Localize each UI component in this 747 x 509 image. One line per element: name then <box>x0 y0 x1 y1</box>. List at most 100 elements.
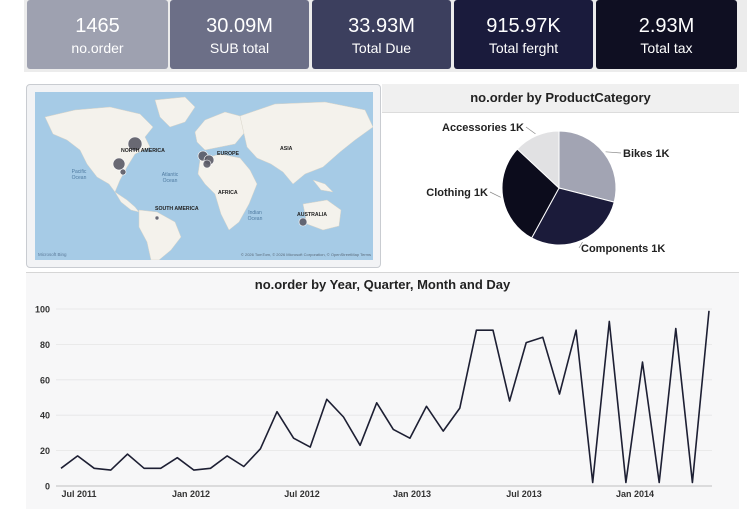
pie-slice-clothing[interactable] <box>501 148 560 239</box>
line-point[interactable] <box>424 404 429 409</box>
kpi-card-orders[interactable]: 1465 no.order <box>27 0 168 69</box>
map-label-atlantic-ocean: Atlantic Ocean <box>162 172 179 184</box>
line-chart-visual[interactable]: no.order by Year, Quarter, Month and Day… <box>26 272 739 509</box>
kpi-label: no.order <box>71 40 124 56</box>
x-tick-label: Jan 2014 <box>616 489 654 499</box>
kpi-card-sub-total[interactable]: 30.09M SUB total <box>170 0 309 69</box>
line-point[interactable] <box>208 466 213 471</box>
line-point[interactable] <box>524 340 529 345</box>
map-attribution[interactable]: © 2026 TomTom, © 2026 Microsoft Corporat… <box>241 252 371 257</box>
map-bubble[interactable] <box>202 159 212 169</box>
line-point[interactable] <box>59 466 64 471</box>
line-point[interactable] <box>391 427 396 432</box>
y-tick-label: 100 <box>35 305 50 315</box>
line-point[interactable] <box>142 466 147 471</box>
y-tick-label: 40 <box>40 411 50 421</box>
pie-slice-bikes[interactable] <box>558 130 617 203</box>
line-point[interactable] <box>590 480 595 485</box>
pie-label-bikes: Bikes 1K <box>623 148 670 160</box>
line-point[interactable] <box>92 466 97 471</box>
line-point[interactable] <box>374 400 379 405</box>
line-series[interactable] <box>60 310 710 484</box>
kpi-value: 1465 <box>75 15 120 37</box>
line-point[interactable] <box>308 445 313 450</box>
map-visual[interactable]: NORTH AMERICA EUROPE ASIA AFRICA SOUTH AMERI… <box>26 84 381 268</box>
land-islands <box>312 179 334 193</box>
line-point[interactable] <box>690 480 695 485</box>
pie-chart-title: no.order by ProductCategory <box>382 84 739 113</box>
kpi-value: 30.09M <box>206 15 273 37</box>
line-point[interactable] <box>640 360 645 365</box>
line-point[interactable] <box>457 406 462 411</box>
map-bubble[interactable] <box>112 157 126 171</box>
line-point[interactable] <box>258 446 263 451</box>
map-label-north-america: NORTH AMERICA <box>121 148 165 154</box>
kpi-label: Total Due <box>351 40 412 56</box>
map-label-europe: EUROPE <box>217 151 239 157</box>
x-tick-label: Jan 2012 <box>172 489 210 499</box>
kpi-card-total-due[interactable]: 33.93M Total Due <box>312 0 451 69</box>
kpi-card-total-tax[interactable]: 2.93M Total tax <box>596 0 737 69</box>
pie-slice-components[interactable] <box>530 187 615 246</box>
line-point[interactable] <box>607 319 612 324</box>
line-chart-canvas[interactable]: 0 20 40 60 80 100 Jul 2011 Jan 2012 Jul 2012 Jan … <box>26 297 739 509</box>
pie-chart-visual[interactable]: no.order by ProductCategory Bikes 1K Comp… <box>382 84 739 270</box>
map-label-australia: AUSTRALIA <box>297 212 327 218</box>
line-point[interactable] <box>408 436 413 441</box>
x-tick-label: Jul 2012 <box>284 489 320 499</box>
pie-chart-canvas[interactable]: Bikes 1K Components 1K Clothing 1K Accessor… <box>382 112 739 270</box>
kpi-card-total-freight[interactable]: 915.97K Total ferght <box>454 0 593 69</box>
line-point[interactable] <box>441 429 446 434</box>
pie-label-clothing: Clothing 1K <box>426 187 488 199</box>
divider <box>0 72 747 84</box>
line-point[interactable] <box>707 308 712 313</box>
line-point[interactable] <box>673 326 678 331</box>
line-point[interactable] <box>225 454 230 459</box>
line-point[interactable] <box>192 468 197 473</box>
map-canvas[interactable]: NORTH AMERICA EUROPE ASIA AFRICA SOUTH AMERI… <box>35 92 373 260</box>
land-south-america <box>138 209 182 260</box>
map-bubble[interactable] <box>298 217 308 227</box>
map-bubbles[interactable] <box>112 136 308 227</box>
kpi-value: 33.93M <box>348 15 415 37</box>
line-point[interactable] <box>241 464 246 469</box>
line-point[interactable] <box>474 328 479 333</box>
pie-label-accessories: Accessories 1K <box>442 122 524 134</box>
map-bubble[interactable] <box>154 215 160 221</box>
line-point[interactable] <box>540 335 545 340</box>
x-tick-label: Jul 2011 <box>61 489 96 499</box>
pie-leader-line <box>489 191 501 198</box>
line-point[interactable] <box>175 455 180 460</box>
map-label-indian-ocean: Indian Ocean <box>248 210 263 222</box>
line-point[interactable] <box>108 468 113 473</box>
line-point[interactable] <box>557 392 562 397</box>
line-point[interactable] <box>158 466 163 471</box>
pie-slice-accessories[interactable] <box>516 130 560 190</box>
map-bubble[interactable] <box>127 136 143 152</box>
line-point[interactable] <box>341 415 346 420</box>
line-point[interactable] <box>291 436 296 441</box>
kpi-bar: 1465 no.order 30.09M SUB total 33.93M To… <box>24 0 747 72</box>
line-point[interactable] <box>624 480 629 485</box>
line-point[interactable] <box>491 328 496 333</box>
greenland <box>154 96 196 128</box>
bing-logo: Microsoft Bing <box>38 252 67 257</box>
line-point[interactable] <box>507 399 512 404</box>
y-tick-label: 0 <box>45 482 50 492</box>
line-point[interactable] <box>657 480 662 485</box>
kpi-label: SUB total <box>209 40 270 56</box>
x-tick-label: Jan 2013 <box>393 489 431 499</box>
line-point[interactable] <box>574 328 579 333</box>
line-point[interactable] <box>324 397 329 402</box>
land-asia <box>239 101 373 185</box>
kpi-value: 915.97K <box>486 15 561 37</box>
line-point[interactable] <box>125 452 130 457</box>
land-australia <box>302 199 342 231</box>
map-bubble[interactable] <box>119 168 127 176</box>
line-point[interactable] <box>358 443 363 448</box>
y-tick-label: 80 <box>40 340 50 350</box>
line-point[interactable] <box>75 454 80 459</box>
map-label-asia: ASIA <box>280 146 293 152</box>
line-point[interactable] <box>275 409 280 414</box>
land-europe <box>194 111 246 151</box>
